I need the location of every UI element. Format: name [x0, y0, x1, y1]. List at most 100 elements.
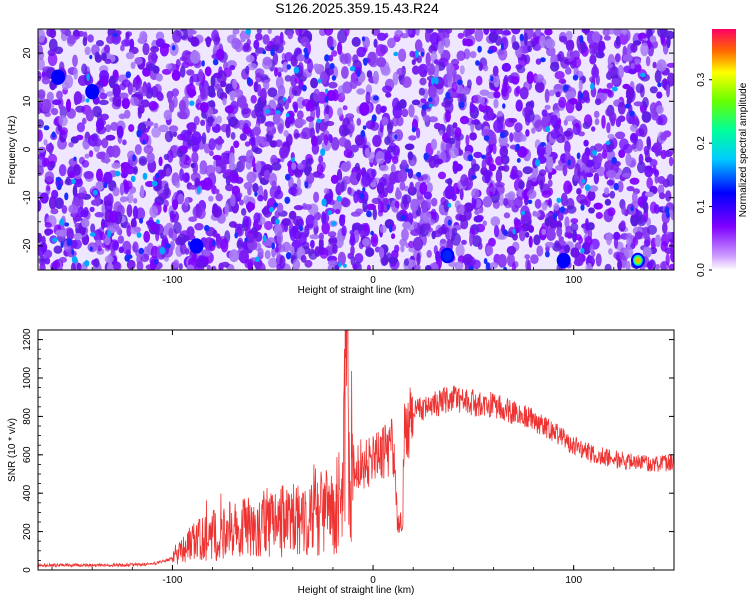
heatmap-cell [422, 212, 432, 223]
heatmap-cell [331, 50, 338, 57]
heatmap-cell [163, 204, 168, 213]
heatmap-cell [197, 186, 201, 194]
heatmap-cell [129, 96, 140, 107]
colorbar-tick-label: 0.1 [696, 199, 707, 213]
heatmap-cell [654, 69, 662, 84]
heatmap-cell [515, 85, 521, 95]
heatmap-cell [120, 44, 125, 52]
heatmap-cell [392, 97, 400, 111]
y-tick-label: 0 [22, 567, 33, 573]
heatmap-cell [263, 189, 268, 202]
heatmap-cell [364, 147, 370, 158]
heatmap-cell [68, 171, 76, 179]
heatmap-cell [343, 148, 353, 158]
heatmap-cell [214, 188, 220, 195]
heatmap-cell [430, 77, 435, 85]
heatmap-cell [349, 66, 356, 72]
heatmap-cell [531, 165, 539, 177]
heatmap-cell [338, 136, 348, 147]
heatmap-cell [233, 140, 240, 149]
heatmap-cell [401, 228, 409, 241]
heatmap-cell [38, 29, 46, 43]
heatmap-cell [77, 30, 85, 37]
heatmap-cell [450, 232, 461, 246]
heatmap-cell [412, 65, 420, 75]
heatmap-cell [66, 238, 73, 247]
heatmap-cell [477, 45, 482, 53]
heatmap-cell [652, 61, 657, 69]
heatmap-cell [603, 187, 610, 195]
heatmap-cell [457, 32, 464, 39]
heatmap-cell [214, 138, 225, 145]
heatmap-cell [622, 54, 633, 62]
heatmap-cell [423, 191, 432, 200]
heatmap-cell [252, 183, 259, 193]
snr-plot-area [38, 330, 674, 570]
heatmap-cell [104, 152, 110, 165]
heatmap-cell [290, 54, 298, 67]
heatmap-cell [291, 162, 297, 171]
heatmap-cell [447, 202, 452, 208]
heatmap-cell [645, 150, 650, 163]
heatmap-cell [617, 101, 626, 115]
heatmap-cell [204, 250, 211, 257]
heatmap-cell [205, 36, 211, 48]
heatmap-cell [638, 123, 648, 138]
heatmap-cell [90, 223, 96, 234]
heatmap-cell [331, 137, 340, 151]
heatmap-cell [159, 247, 166, 255]
heatmap-cell [531, 40, 536, 48]
heatmap-cell [200, 86, 206, 100]
heatmap-cell [104, 255, 114, 264]
heatmap-cell [89, 246, 93, 252]
heatmap-cell [455, 243, 465, 258]
heatmap-cell [605, 232, 612, 246]
heatmap-cell [524, 254, 531, 260]
heatmap-cell [261, 141, 270, 147]
heatmap-cell [200, 119, 206, 127]
heatmap-cell [621, 204, 626, 215]
heatmap-cell [293, 215, 304, 227]
heatmap-cell [87, 34, 94, 43]
heatmap-cell [469, 232, 474, 247]
heatmap-cell [199, 160, 208, 173]
heatmap-cell [384, 150, 392, 164]
heatmap-cell [225, 124, 231, 138]
heatmap-cell [604, 160, 615, 172]
heatmap-cell [428, 155, 437, 169]
heatmap-cell [359, 192, 365, 200]
heatmap-cell [541, 109, 548, 117]
heatmap-cell [301, 98, 312, 107]
heatmap-cell [153, 122, 159, 129]
heatmap-cell [514, 219, 522, 233]
heatmap-cell [580, 204, 585, 211]
heatmap-cell [129, 38, 135, 50]
heatmap-cell [215, 36, 221, 43]
heatmap-cell [621, 172, 632, 178]
heatmap-cell [304, 225, 310, 238]
heatmap-cell [371, 114, 377, 123]
heatmap-cell [285, 113, 290, 118]
heatmap-cell [631, 191, 638, 204]
colorbar-ticks: 0.0 0.1 0.2 0.3 [696, 72, 712, 277]
heatmap-cell [287, 30, 294, 40]
heatmap-cell [433, 59, 439, 65]
heatmap-cell [230, 194, 236, 207]
heatmap-cell [177, 193, 185, 205]
heatmap-cell [563, 119, 568, 126]
heatmap-cell [191, 151, 199, 164]
heatmap-cell [125, 32, 130, 40]
heatmap-cell [328, 81, 338, 89]
heatmap-cell [328, 199, 335, 206]
heatmap-cell [81, 63, 88, 75]
heatmap-cell [606, 82, 614, 89]
heatmap-cell [440, 49, 451, 62]
heatmap-cell [486, 266, 491, 270]
heatmap-cell [76, 262, 82, 270]
heatmap-cell [334, 208, 341, 215]
heatmap-cell [305, 214, 316, 229]
heatmap-cell [439, 129, 444, 136]
heatmap-cell [171, 88, 179, 97]
heatmap-cell [565, 115, 576, 122]
heatmap-cell [512, 41, 520, 51]
